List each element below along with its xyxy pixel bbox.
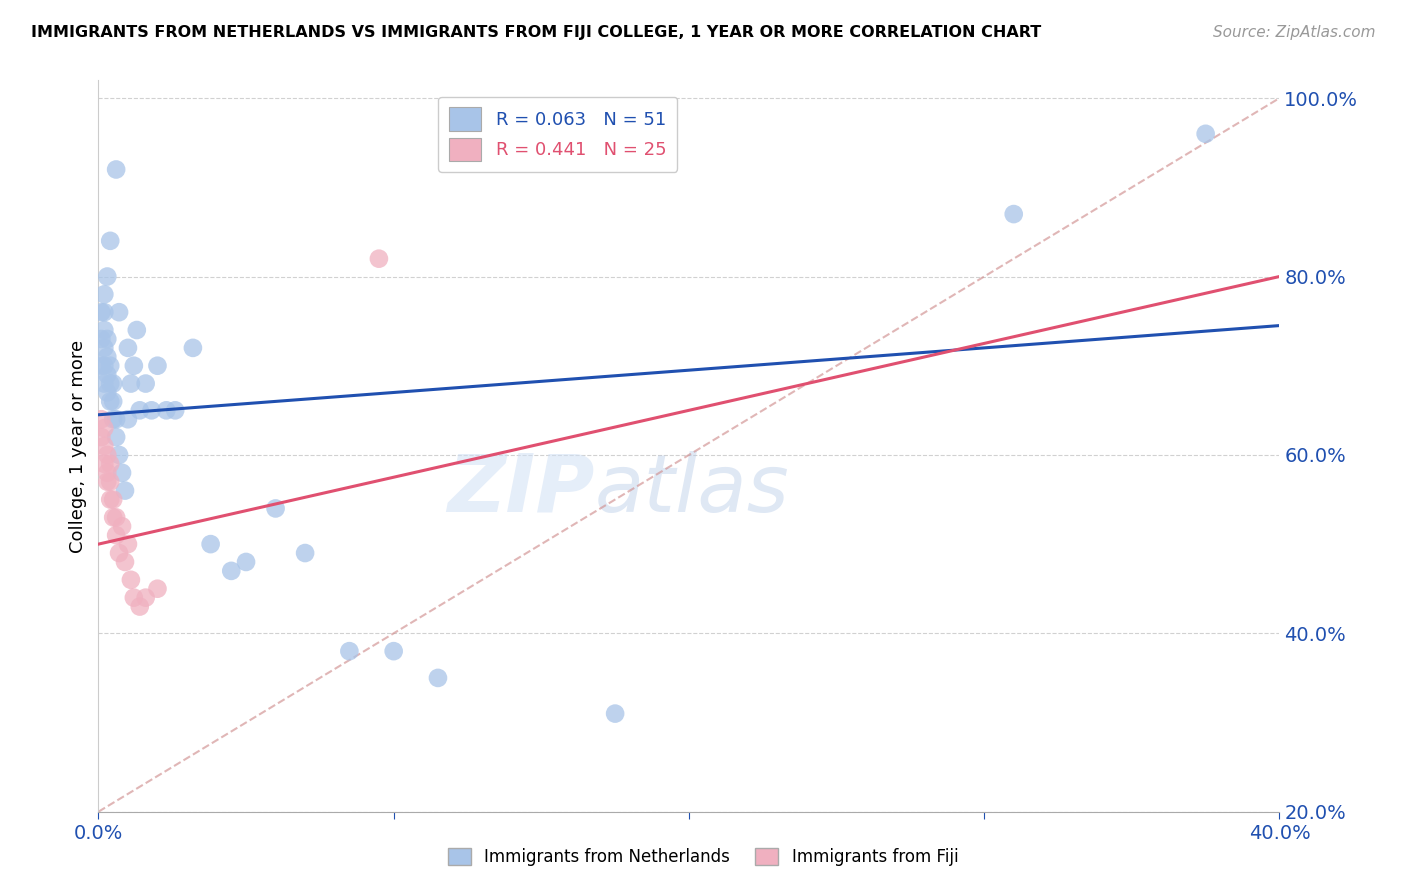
Point xyxy=(1002,207,1025,221)
Point xyxy=(93,305,115,319)
Point xyxy=(98,376,121,391)
Point xyxy=(96,368,118,382)
Point xyxy=(120,376,142,391)
Point xyxy=(120,573,142,587)
Y-axis label: College, 1 year or more: College, 1 year or more xyxy=(69,340,87,552)
Point xyxy=(96,448,118,462)
Point xyxy=(141,403,163,417)
Point xyxy=(96,475,118,489)
Point xyxy=(294,546,316,560)
Point xyxy=(122,359,145,373)
Point xyxy=(98,492,121,507)
Text: ZIP: ZIP xyxy=(447,450,595,529)
Point xyxy=(103,376,125,391)
Point xyxy=(117,412,139,426)
Point xyxy=(264,501,287,516)
Point xyxy=(105,162,128,177)
Point xyxy=(98,234,121,248)
Point xyxy=(155,403,177,417)
Point xyxy=(90,332,112,346)
Point xyxy=(93,439,115,453)
Point xyxy=(221,564,243,578)
Point xyxy=(103,492,125,507)
Point xyxy=(181,341,204,355)
Legend: Immigrants from Netherlands, Immigrants from Fiji: Immigrants from Netherlands, Immigrants … xyxy=(441,841,965,873)
Point xyxy=(96,269,118,284)
Point xyxy=(90,305,112,319)
Point xyxy=(98,359,121,373)
Point xyxy=(93,359,115,373)
Point xyxy=(135,591,157,605)
Point xyxy=(114,483,136,498)
Text: atlas: atlas xyxy=(595,450,789,529)
Text: Source: ZipAtlas.com: Source: ZipAtlas.com xyxy=(1212,25,1375,40)
Point xyxy=(382,644,405,658)
Point xyxy=(105,528,128,542)
Point xyxy=(117,341,139,355)
Point xyxy=(108,448,131,462)
Point xyxy=(96,385,118,400)
Point xyxy=(125,323,148,337)
Point xyxy=(105,412,128,426)
Point xyxy=(90,430,112,444)
Point xyxy=(108,546,131,560)
Point xyxy=(93,287,115,301)
Point xyxy=(93,323,115,337)
Point xyxy=(98,475,121,489)
Point xyxy=(103,394,125,409)
Point xyxy=(135,376,157,391)
Point xyxy=(93,341,115,355)
Point xyxy=(368,252,391,266)
Point xyxy=(98,457,121,471)
Point xyxy=(96,466,118,480)
Point xyxy=(93,457,115,471)
Text: IMMIGRANTS FROM NETHERLANDS VS IMMIGRANTS FROM FIJI COLLEGE, 1 YEAR OR MORE CORR: IMMIGRANTS FROM NETHERLANDS VS IMMIGRANT… xyxy=(31,25,1042,40)
Point xyxy=(103,412,125,426)
Point xyxy=(128,403,150,417)
Point xyxy=(98,394,121,409)
Point xyxy=(96,350,118,364)
Point xyxy=(146,359,169,373)
Point xyxy=(111,519,134,533)
Point xyxy=(90,412,112,426)
Point xyxy=(146,582,169,596)
Point xyxy=(1195,127,1218,141)
Point xyxy=(235,555,257,569)
Point xyxy=(111,466,134,480)
Point xyxy=(165,403,187,417)
Point xyxy=(200,537,222,551)
Point xyxy=(96,332,118,346)
Point xyxy=(105,510,128,524)
Point xyxy=(605,706,627,721)
Point xyxy=(114,555,136,569)
Point xyxy=(128,599,150,614)
Legend: R = 0.063   N = 51, R = 0.441   N = 25: R = 0.063 N = 51, R = 0.441 N = 25 xyxy=(439,96,678,172)
Point xyxy=(90,359,112,373)
Point xyxy=(93,421,115,435)
Point xyxy=(117,537,139,551)
Point xyxy=(427,671,450,685)
Point xyxy=(105,430,128,444)
Point xyxy=(339,644,361,658)
Point xyxy=(108,305,131,319)
Point xyxy=(122,591,145,605)
Point xyxy=(93,376,115,391)
Point xyxy=(103,510,125,524)
